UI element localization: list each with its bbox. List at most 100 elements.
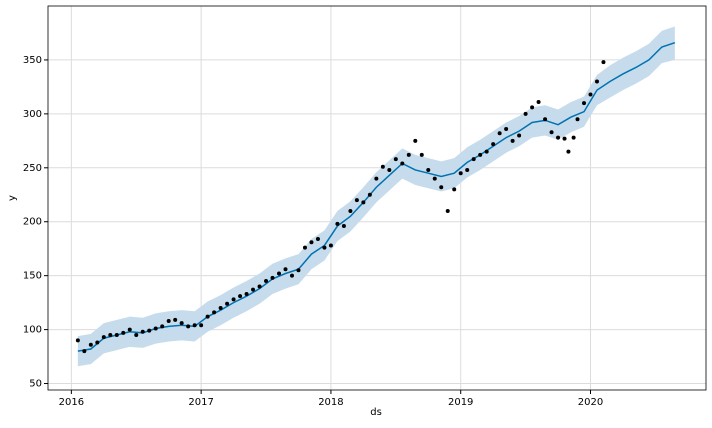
data-point xyxy=(218,306,223,311)
data-point xyxy=(179,321,184,326)
data-point xyxy=(322,245,327,250)
data-point xyxy=(348,208,353,213)
data-point xyxy=(283,267,288,272)
data-point xyxy=(530,105,535,110)
data-point xyxy=(400,161,405,166)
y-tick-label: 300 xyxy=(23,109,42,120)
data-point xyxy=(510,138,515,143)
data-point xyxy=(406,152,411,157)
data-point xyxy=(75,338,80,343)
data-point xyxy=(536,100,541,104)
data-point xyxy=(582,101,587,106)
data-point xyxy=(387,167,392,172)
y-tick-label: 250 xyxy=(23,163,42,174)
data-point xyxy=(601,60,606,65)
forecast-line xyxy=(77,41,676,352)
data-point xyxy=(114,332,119,337)
data-point xyxy=(491,142,496,147)
plot-frame xyxy=(47,5,707,391)
data-point xyxy=(471,157,476,162)
data-point xyxy=(374,176,379,181)
data-point xyxy=(575,117,580,122)
data-point xyxy=(556,135,561,140)
data-point xyxy=(244,292,249,296)
x-tick-label: 2016 xyxy=(59,397,84,408)
y-tick-label: 150 xyxy=(23,271,42,282)
data-point xyxy=(147,328,152,333)
data-point xyxy=(497,131,502,136)
y-tick-label: 200 xyxy=(23,217,42,228)
data-point xyxy=(166,318,171,323)
data-point xyxy=(426,167,431,172)
data-point xyxy=(205,314,210,319)
data-point xyxy=(251,287,256,292)
data-point xyxy=(445,208,450,213)
data-point xyxy=(270,275,275,280)
data-point xyxy=(257,284,262,289)
data-point xyxy=(238,294,243,299)
data-point xyxy=(127,327,132,332)
data-point xyxy=(173,317,178,322)
data-point xyxy=(341,224,346,229)
x-tick-label: 2020 xyxy=(578,397,603,408)
data-point xyxy=(231,297,236,302)
data-point xyxy=(160,324,165,329)
data-point xyxy=(432,176,437,181)
data-point xyxy=(302,245,307,250)
y-axis-label: y xyxy=(7,195,18,201)
data-point xyxy=(82,349,87,354)
y-tick-label: 50 xyxy=(29,379,42,390)
data-point xyxy=(588,92,593,97)
data-point xyxy=(594,79,599,84)
data-point xyxy=(393,157,398,162)
data-point xyxy=(484,149,489,154)
data-point xyxy=(153,326,158,331)
data-point xyxy=(439,185,444,190)
data-point xyxy=(361,200,366,205)
data-point xyxy=(465,167,470,172)
data-point xyxy=(549,130,554,135)
data-point xyxy=(121,330,126,335)
data-point xyxy=(571,135,576,140)
data-point xyxy=(566,149,571,154)
x-tick-label: 2019 xyxy=(448,397,473,408)
data-point xyxy=(309,240,314,245)
data-point xyxy=(354,198,359,203)
data-point xyxy=(264,279,269,284)
data-point xyxy=(108,332,113,337)
data-point xyxy=(478,152,483,157)
data-point xyxy=(199,323,204,328)
data-point xyxy=(140,329,145,334)
data-point xyxy=(192,323,197,328)
uncertainty-band xyxy=(77,26,675,367)
data-point xyxy=(296,268,301,273)
data-point xyxy=(101,335,106,340)
data-point xyxy=(277,271,282,276)
data-point xyxy=(504,126,509,131)
data-point xyxy=(335,221,340,226)
data-point xyxy=(380,164,385,169)
data-point xyxy=(315,236,320,241)
data-point xyxy=(543,117,548,122)
data-point xyxy=(328,243,333,248)
data-point xyxy=(88,342,93,347)
data-point xyxy=(419,152,424,157)
data-point xyxy=(452,187,457,192)
x-tick-label: 2018 xyxy=(318,397,343,408)
data-point xyxy=(289,273,294,278)
data-point xyxy=(367,192,372,197)
data-point xyxy=(458,171,463,176)
data-point xyxy=(523,111,528,116)
y-tick-label: 100 xyxy=(23,325,42,336)
data-point xyxy=(95,340,100,345)
data-point xyxy=(562,136,567,141)
x-axis-label: ds xyxy=(370,407,382,418)
data-point xyxy=(413,138,418,143)
data-point xyxy=(212,310,217,315)
x-tick-label: 2017 xyxy=(188,397,213,408)
data-point xyxy=(134,332,139,337)
data-point xyxy=(517,133,522,138)
data-point xyxy=(225,301,230,306)
y-tick-label: 350 xyxy=(23,55,42,66)
